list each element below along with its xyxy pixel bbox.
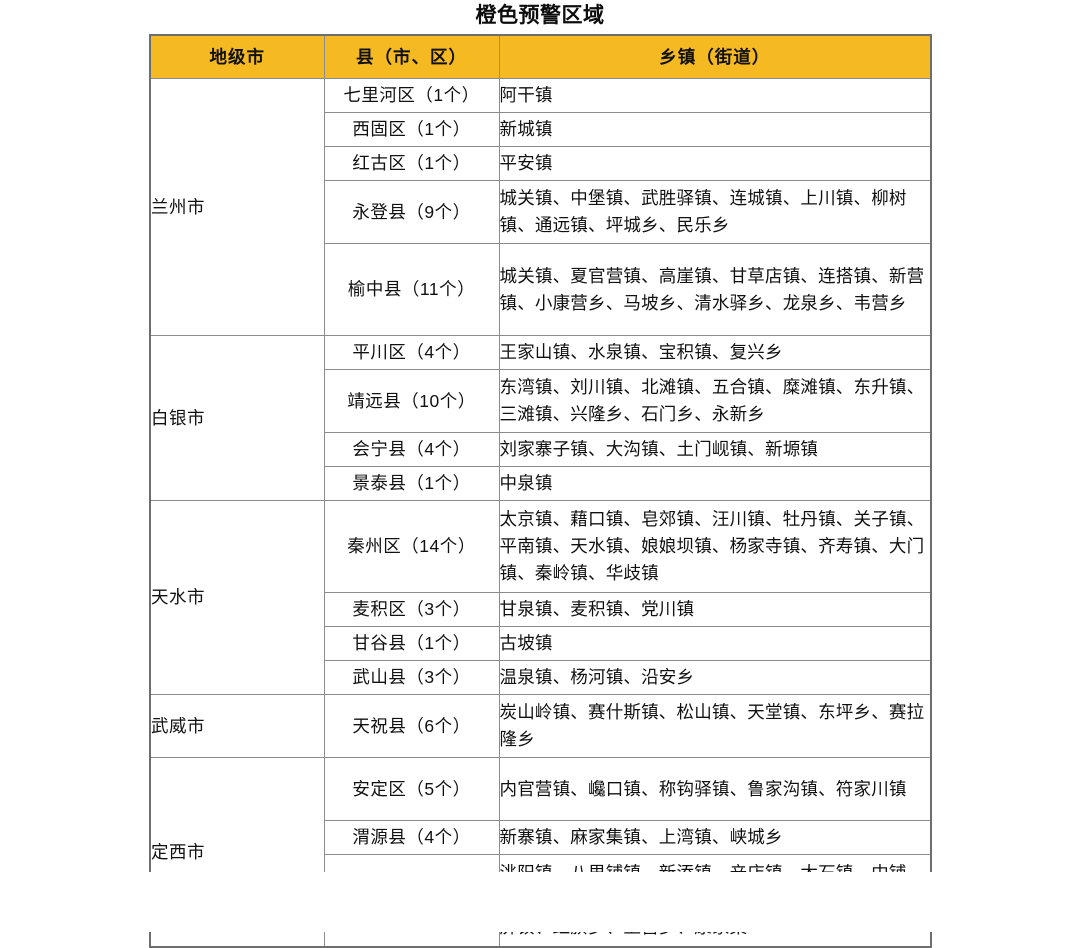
table-row: 麦积区（3个） 甘泉镇、麦积镇、党川镇 <box>150 592 932 627</box>
cell-townships: 城关镇、中堡镇、武胜驿镇、连城镇、上川镇、柳树镇、通远镇、坪城乡、民乐乡 <box>498 180 932 244</box>
page-root: 橙色预警区域 地级市 县（市、区） 乡镇（街道） 兰州市 七里河区（1个） 阿干镇西… <box>149 4 932 948</box>
cell-county: 七里河区（1个） <box>323 78 500 113</box>
table-row: 渭源县（4个） 新寨镇、麻家集镇、上湾镇、峡城乡 <box>150 820 932 855</box>
column-header-township: 乡镇（街道） <box>498 34 932 79</box>
cell-townships: 古坡镇 <box>498 626 932 661</box>
table-row: 红古区（1个） 平安镇 <box>150 146 932 181</box>
table-row: 靖远县（10个） 东湾镇、刘川镇、北滩镇、五合镇、糜滩镇、东升镇、三滩镇、兴隆乡、… <box>150 369 932 433</box>
cell-townships: 阿干镇 <box>498 78 932 113</box>
cell-townships: 甘泉镇、麦积镇、党川镇 <box>498 592 932 627</box>
cell-county: 天祝县（6个） <box>323 694 500 758</box>
cell-townships: 刘家寨子镇、大沟镇、土门岘镇、新塬镇 <box>498 432 932 467</box>
cell-county: 武山县（3个） <box>323 660 500 695</box>
cell-townships: 太京镇、藉口镇、皂郊镇、汪川镇、牡丹镇、关子镇、平南镇、天水镇、娘娘坝镇、杨家寺… <box>498 500 932 593</box>
cell-city: 武威市 <box>149 694 325 758</box>
warning-table-container: 地级市 县（市、区） 乡镇（街道） 兰州市 七里河区（1个） 阿干镇 西固区（1个）新… <box>149 34 932 948</box>
page-title: 橙色预警区域 <box>475 4 605 27</box>
cell-townships: 新城镇 <box>498 112 932 147</box>
cell-county: 麦积区（3个） <box>323 592 500 627</box>
table-row: 会宁县（4个） 刘家寨子镇、大沟镇、土门岘镇、新塬镇 <box>150 432 932 467</box>
cell-townships: 内官营镇、巉口镇、称钩驿镇、鲁家沟镇、符家川镇 <box>498 757 932 821</box>
table-row: 白银市 平川区（4个） 王家山镇、水泉镇、宝积镇、复兴乡 <box>149 335 932 501</box>
cell-county: 会宁县（4个） <box>323 432 500 467</box>
cell-county: 红古区（1个） <box>323 146 500 181</box>
column-header-county: 县（市、区） <box>323 34 500 79</box>
cell-townships: 温泉镇、杨河镇、沿安乡 <box>498 660 932 695</box>
cell-county: 平川区（4个） <box>323 335 500 370</box>
cell-townships: 东湾镇、刘川镇、北滩镇、五合镇、糜滩镇、东升镇、三滩镇、兴隆乡、石门乡、永新乡 <box>498 369 932 433</box>
table-row: 武威市 天祝县（6个） 炭山岭镇、赛什斯镇、松山镇、天堂镇、东坪乡、赛拉隆乡 <box>149 694 932 758</box>
cell-townships: 中泉镇 <box>498 466 932 501</box>
cell-townships: 城关镇、夏官营镇、高崖镇、甘草店镇、连搭镇、新营镇、小康营乡、马坡乡、清水驿乡、… <box>498 243 932 336</box>
table-row: 永登县（9个） 城关镇、中堡镇、武胜驿镇、连城镇、上川镇、柳树镇、通远镇、坪城乡、… <box>150 180 932 244</box>
table-row: 定西市 安定区（5个） 内官营镇、巉口镇、称钩驿镇、鲁家沟镇、符家川镇 <box>149 757 932 948</box>
table-row: 西固区（1个） 新城镇 <box>150 112 932 147</box>
cell-county: 渭源县（4个） <box>323 820 500 855</box>
table-row: 甘谷县（1个） 古坡镇 <box>150 626 932 661</box>
column-header-city: 地级市 <box>149 34 325 79</box>
table-row: 榆中县（11个） 城关镇、夏官营镇、高崖镇、甘草店镇、连搭镇、新营镇、小康营乡、马… <box>150 243 932 336</box>
cell-townships: 炭山岭镇、赛什斯镇、松山镇、天堂镇、东坪乡、赛拉隆乡 <box>498 694 932 758</box>
cell-city: 兰州市 <box>149 78 325 336</box>
cell-townships: 新寨镇、麻家集镇、上湾镇、峡城乡 <box>498 820 932 855</box>
table-body: 兰州市 七里河区（1个） 阿干镇 西固区（1个） 新城镇 红古区（1个） 平安镇 永登县（9个… <box>149 78 932 948</box>
cell-county: 榆中县（11个） <box>323 243 500 336</box>
table-header: 地级市 县（市、区） 乡镇（街道） <box>149 34 932 79</box>
table-row: 兰州市 七里河区（1个） 阿干镇 <box>149 78 932 336</box>
cell-county: 靖远县（10个） <box>323 369 500 433</box>
cell-county: 甘谷县（1个） <box>323 626 500 661</box>
cell-city: 白银市 <box>149 335 325 501</box>
cell-county: 安定区（5个） <box>323 757 500 821</box>
orange-warning-area-table: 地级市 县（市、区） 乡镇（街道） 兰州市 七里河区（1个） 阿干镇 西固区（1个）新… <box>149 34 932 948</box>
cell-county: 秦州区（14个） <box>323 500 500 593</box>
page-bottom-clip <box>0 872 1080 932</box>
table-row: 天水市 秦州区（14个） 太京镇、藉口镇、皂郊镇、汪川镇、牡丹镇、关子镇、平南镇、天… <box>149 500 932 695</box>
cell-county: 西固区（1个） <box>323 112 500 147</box>
cell-city: 天水市 <box>149 500 325 695</box>
table-header-row: 地级市 县（市、区） 乡镇（街道） <box>149 34 932 79</box>
cell-county: 永登县（9个） <box>323 180 500 244</box>
cell-townships: 平安镇 <box>498 146 932 181</box>
cell-county: 景泰县（1个） <box>323 466 500 501</box>
cell-townships: 王家山镇、水泉镇、宝积镇、复兴乡 <box>498 335 932 370</box>
table-row: 武山县（3个） 温泉镇、杨河镇、沿安乡 <box>150 660 932 695</box>
